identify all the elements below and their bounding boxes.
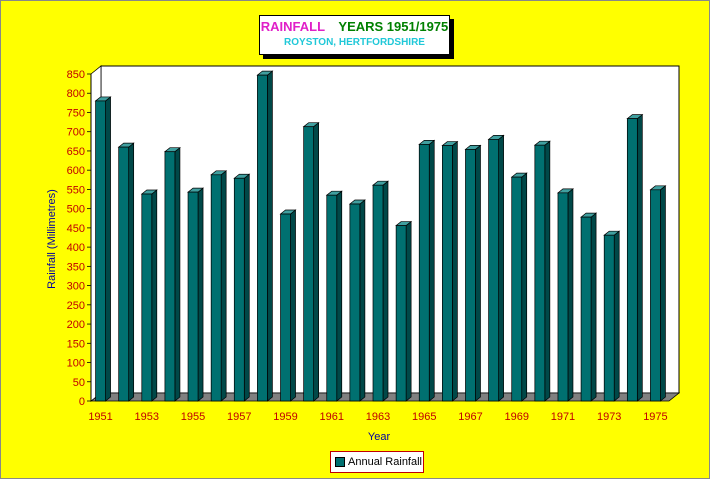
chart-title-box: RAINFALL YEARS 1951/1975 ROYSTON, HERTFO… [259,15,450,55]
legend-swatch [335,457,345,467]
bar [95,100,106,402]
chart-subtitle: ROYSTON, HERTFORDSHIRE [284,37,425,48]
bar [511,176,523,402]
bar [233,177,245,402]
bar-side [660,185,666,402]
bar-side [220,170,227,402]
y-tick-label: 150 [67,338,85,350]
legend-label: Annual Rainfall [348,456,422,468]
bar-side [475,144,481,402]
bar-side [382,180,389,402]
y-tick-label: 800 [67,88,85,100]
bar [303,126,314,402]
bar-side [243,173,250,402]
bar-side [544,140,551,402]
bar-side [151,189,158,402]
y-tick-label: 650 [67,146,85,158]
bar [465,149,476,402]
bar-side [128,142,135,402]
x-tick-label: 1959 [273,411,297,423]
bar [488,139,499,402]
bar-side [313,121,319,402]
bar-side [452,140,458,402]
bar [210,174,222,402]
chart-title-years: YEARS 1951/1975 [338,19,449,34]
bar-side [197,187,204,402]
bar-side [359,199,366,402]
y-tick-label: 600 [67,165,85,177]
bar [650,189,661,402]
bar [534,144,546,402]
bar [442,145,453,402]
y-tick-label: 850 [67,69,85,81]
x-tick-label: 1963 [366,411,390,423]
y-tick-label: 400 [67,242,85,254]
x-tick-label: 1951 [88,411,112,423]
bar-side [613,230,620,402]
y-tick-label: 450 [67,223,85,235]
bar-side [521,172,528,402]
x-tick-label: 1969 [504,411,528,423]
y-tick-label: 200 [67,319,85,331]
x-tick-label: 1955 [181,411,205,423]
bar [395,225,407,402]
y-tick-label: 700 [67,127,85,139]
y-tick-label: 750 [67,107,85,119]
bar-side [336,190,343,402]
x-tick-label: 1971 [551,411,575,423]
bar-side [405,220,412,402]
bar [118,146,130,402]
chart-title-rainfall: RAINFALL [260,19,325,34]
bar [187,191,199,402]
x-tick-label: 1973 [597,411,621,423]
y-tick-label: 500 [67,204,85,216]
bar [626,118,638,402]
bar [580,216,592,402]
x-tick-label: 1967 [458,411,482,423]
bar [418,144,430,402]
bar [326,194,338,402]
bar [557,192,569,402]
x-tick-label: 1975 [643,411,667,423]
x-tick-label: 1965 [412,411,436,423]
x-tick-label: 1957 [227,411,251,423]
bar-side [498,134,504,402]
y-tick-label: 250 [67,300,85,312]
bar [280,213,291,402]
bar [349,203,361,402]
x-axis-label: Year [368,431,391,443]
bar-side [567,188,574,402]
y-tick-label: 100 [67,358,85,370]
bar [257,74,268,402]
bar [164,151,176,402]
bar-side [636,113,643,402]
bar-side [174,146,181,402]
y-tick-label: 300 [67,281,85,293]
y-tick-label: 50 [73,377,85,389]
bar-side [590,212,597,402]
bar [372,184,384,402]
bar-side [267,70,273,402]
y-tick-label: 0 [79,396,85,408]
bar-side [428,139,435,402]
bar-side [290,209,296,402]
bar [603,234,615,402]
bar [141,193,153,402]
y-axis-label: Rainfall (Millimetres) [46,189,58,289]
y-tick-label: 350 [67,261,85,273]
y-tick-label: 550 [67,184,85,196]
legend: Annual Rainfall [330,451,424,473]
chart-title: RAINFALL YEARS 1951/1975 [260,19,449,34]
x-tick-label: 1953 [135,411,159,423]
bar-side [105,96,111,402]
x-tick-label: 1961 [320,411,344,423]
